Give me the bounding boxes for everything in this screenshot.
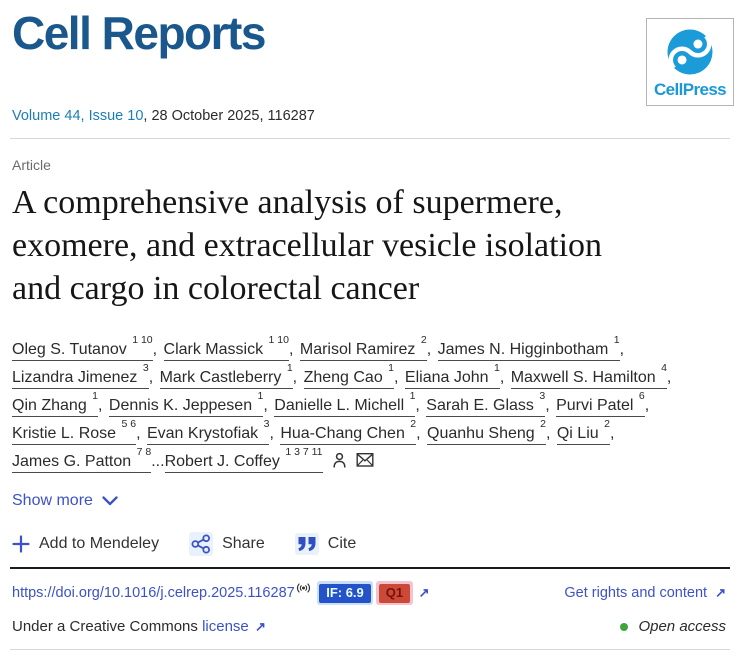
author-separator: , — [619, 341, 625, 358]
envelope-icon[interactable] — [356, 452, 374, 468]
title-line: A comprehensive analysis of supermere, — [12, 184, 563, 221]
author-link[interactable]: Maxwell S. Hamilton 4 — [510, 362, 667, 389]
author-separator: , — [136, 425, 145, 442]
author-link[interactable]: Danielle L. Michell 1 — [274, 390, 416, 417]
cellpress-wordmark: CellPress — [653, 79, 727, 99]
author-link[interactable]: James G. Patton 7 8 — [12, 446, 152, 473]
doi-link[interactable]: https://doi.org/10.1016/j.celrep.2025.11… — [12, 585, 295, 601]
title-line: and cargo in colorectal cancer — [12, 270, 420, 307]
author-link[interactable]: Oleg S. Tutanov 1 10 — [12, 334, 153, 361]
author-separator: , — [394, 369, 403, 386]
author-separator: , — [426, 341, 436, 358]
author-link[interactable]: Marisol Ramirez 2 — [299, 334, 427, 361]
author-link[interactable]: Mark Castleberry 1 — [159, 362, 293, 389]
author-link[interactable]: Purvi Patel 6 — [556, 390, 645, 417]
cellpress-logo[interactable]: CellPress — [646, 18, 734, 106]
cite-label: Cite — [327, 535, 357, 552]
corresponding-author-icons — [331, 452, 374, 469]
author-link[interactable]: Clark Massick 1 10 — [163, 334, 289, 361]
impact-factor-badge[interactable]: IF: 6.9 — [316, 581, 374, 605]
show-more-button[interactable]: Show more — [12, 492, 118, 510]
license-line: Under a Creative Commons license ↗ — [12, 618, 266, 635]
author-separator: , — [609, 425, 615, 442]
author-link[interactable]: Sarah E. Glass 3 — [426, 390, 546, 417]
add-to-mendeley-button[interactable]: Add to Mendeley — [12, 535, 159, 553]
author-link[interactable]: Eliana John 1 — [404, 362, 500, 389]
author-link[interactable]: Quanhu Sheng 2 — [427, 418, 546, 445]
author-link[interactable]: Hua-Chang Chen 2 — [280, 418, 417, 445]
rights-external-link-arrow-icon: ↗ — [715, 585, 726, 600]
author-link[interactable]: Zheng Cao 1 — [303, 362, 395, 389]
author-separator: , — [98, 397, 107, 414]
license-external-link-arrow-icon: ↗ — [254, 619, 266, 634]
author-link[interactable]: Robert J. Coffey 1 3 7 11 — [164, 446, 323, 473]
author-separator: , — [292, 369, 302, 386]
author-separator: , — [416, 425, 426, 442]
volume-issue-link[interactable]: Volume 44, Issue 10 — [12, 108, 144, 124]
author-link[interactable]: James N. Higginbotham 1 — [437, 334, 620, 361]
plus-icon — [12, 535, 30, 553]
bottom-divider — [10, 649, 730, 650]
author-separator: , — [152, 341, 162, 358]
action-bar: Add to Mendeley Share Cite — [12, 532, 740, 556]
author-link[interactable]: Evan Krystofiak 3 — [146, 418, 270, 445]
author-separator: , — [545, 397, 555, 414]
author-list: Oleg S. Tutanov 1 10, Clark Massick 1 10… — [12, 334, 718, 476]
cite-button[interactable]: Cite — [294, 533, 357, 555]
article-type-label: Article — [12, 157, 51, 173]
author-separator: , — [269, 425, 279, 442]
author-ellipsis: ... — [151, 453, 165, 470]
title-line: exomere, and extracellular vesicle isola… — [12, 227, 603, 264]
author-separator: , — [545, 425, 555, 442]
license-prefix-text: Under a Creative Commons — [12, 618, 203, 635]
quartile-label: Q1 — [378, 583, 411, 603]
author-separator: , — [644, 397, 650, 414]
issue-date-text: , 28 October 2025, 116287 — [143, 108, 315, 124]
show-more-label: Show more — [12, 492, 93, 509]
add-to-mendeley-label: Add to Mendeley — [39, 535, 160, 552]
author-link[interactable]: Dennis K. Jeppesen 1 — [108, 390, 264, 417]
doi-bar-top-divider — [10, 567, 730, 569]
metrics-external-link-arrow-icon[interactable]: ↗ — [418, 585, 430, 600]
author-separator: , — [148, 369, 158, 386]
share-label: Share — [222, 535, 265, 552]
quartile-badge[interactable]: Q1 — [376, 581, 413, 605]
person-icon[interactable] — [331, 452, 348, 469]
chevron-down-icon — [102, 496, 118, 506]
author-link[interactable]: Qin Zhang 1 — [12, 390, 98, 417]
share-button[interactable]: Share — [189, 532, 265, 556]
license-link[interactable]: license — [202, 618, 249, 635]
get-rights-link[interactable]: Get rights and content — [564, 585, 708, 601]
share-icon — [191, 534, 211, 554]
article-title: A comprehensive analysis of supermere, e… — [12, 181, 720, 310]
open-access-indicator: Open access — [620, 618, 726, 635]
author-separator: , — [263, 397, 273, 414]
open-access-dot-icon — [620, 622, 629, 631]
volume-issue-line: Volume 44, Issue 10, 28 October 2025, 11… — [12, 108, 740, 124]
author-separator: , — [666, 369, 672, 386]
journal-header: Cell Reports CellPress — [0, 7, 740, 106]
impact-factor-label: IF: 6.9 — [319, 583, 371, 603]
doi-bar: https://doi.org/10.1016/j.celrep.2025.11… — [12, 581, 726, 605]
license-bar: Under a Creative Commons license ↗ Open … — [12, 618, 726, 635]
metrics-broadcast-icon[interactable] — [296, 582, 311, 594]
journal-logo[interactable]: Cell Reports — [12, 7, 266, 59]
author-separator: , — [288, 341, 298, 358]
author-link[interactable]: Qi Liu 2 — [556, 418, 610, 445]
author-link[interactable]: Lizandra Jimenez 3 — [12, 362, 149, 389]
author-separator: , — [415, 397, 425, 414]
author-separator: , — [499, 369, 509, 386]
cellpress-swirl-icon — [667, 28, 713, 74]
cite-quote-icon — [298, 537, 316, 551]
author-link[interactable]: Kristie L. Rose 5 6 — [12, 418, 137, 445]
header-divider — [10, 138, 730, 139]
open-access-label: Open access — [638, 618, 726, 635]
